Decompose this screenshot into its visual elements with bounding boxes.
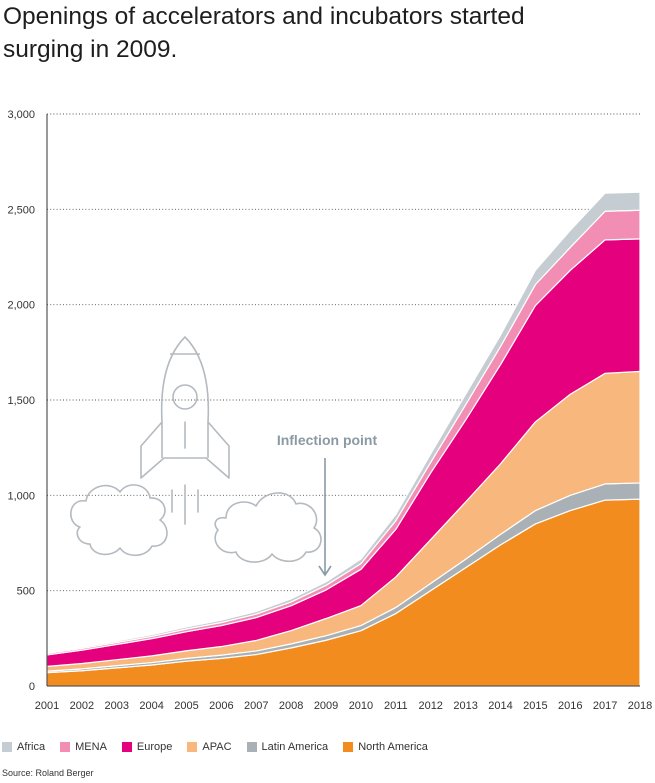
x-tick-label: 2016 [558, 700, 582, 712]
chart-title: Openings of accelerators and incubators … [3, 3, 525, 63]
series-area-africa [46, 191, 641, 654]
y-tick-label: 0 [29, 681, 35, 693]
rocket-illustration: Inflection point [70, 336, 378, 577]
legend-label-north-america: North America [358, 741, 428, 753]
legend-item-north-america: North America [343, 741, 428, 753]
cloud-right-icon [214, 492, 322, 563]
legend-swatch-europe [121, 742, 132, 752]
x-tick-label: 2017 [593, 700, 617, 712]
rocket-window-icon [172, 384, 198, 410]
x-tick-label: 2002 [70, 700, 94, 712]
stacked-areas [46, 191, 641, 687]
legend: Africa MENA Europe APAC Latin America North A… [2, 741, 443, 753]
y-tick-label: 1,000 [7, 490, 35, 502]
x-axis: 2001 2002 2003 2004 2005 2006 2007 2008 2009 2010… [35, 685, 652, 712]
cloud-left-icon [70, 484, 168, 557]
x-tick-label: 2007 [244, 700, 268, 712]
x-tick-label: 2011 [384, 700, 408, 712]
legend-swatch-mena [60, 742, 71, 752]
legend-label-africa: Africa [17, 741, 46, 753]
x-tick-label: 2010 [349, 700, 373, 712]
legend-swatch-africa [2, 742, 12, 752]
legend-item-latin-america: Latin America [246, 741, 329, 753]
x-tick-label: 2003 [105, 700, 129, 712]
x-tick-label: 2004 [139, 700, 163, 712]
x-tick-label: 2008 [279, 700, 303, 712]
legend-swatch-latin-america [246, 742, 257, 752]
y-tick-label: 3,000 [7, 109, 35, 121]
y-tick-label: 2,000 [7, 300, 35, 312]
legend-swatch-apac [187, 742, 198, 752]
legend-label-europe: Europe [136, 741, 173, 753]
y-tick-label: 1,500 [7, 395, 35, 407]
legend-label-mena: MENA [75, 741, 107, 753]
x-tick-label: 2005 [174, 700, 198, 712]
inflection-point-label: Inflection point [277, 432, 378, 448]
y-tick-label: 2,500 [7, 204, 35, 216]
source-note: Source: Roland Berger [2, 768, 94, 778]
legend-item-mena: MENA [60, 741, 107, 753]
x-tick-label: 2018 [628, 700, 652, 712]
x-tick-label: 2013 [453, 700, 477, 712]
area-chart: Inflection point 0 500 1,000 1,500 2,000 2,50… [7, 109, 652, 712]
legend-item-apac: APAC [187, 741, 232, 753]
x-tick-label: 2006 [209, 700, 233, 712]
y-tick-label: 500 [17, 586, 35, 598]
x-tick-label: 2014 [488, 700, 512, 712]
legend-label-latin-america: Latin America [261, 741, 329, 753]
legend-swatch-north-america [343, 742, 354, 752]
x-tick-label: 2001 [35, 700, 59, 712]
x-tick-label: 2009 [314, 700, 338, 712]
rocket-exhaust-icon [171, 421, 199, 525]
legend-label-apac: APAC [202, 741, 232, 753]
x-tick-label: 2012 [418, 700, 442, 712]
inflection-arrow-icon [318, 458, 332, 577]
legend-item-africa: Africa [2, 741, 45, 753]
x-tick-label: 2015 [523, 700, 547, 712]
rocket-icon [140, 336, 230, 479]
y-axis: 0 500 1,000 1,500 2,000 2,500 3,000 [7, 109, 48, 693]
legend-item-europe: Europe [121, 741, 173, 753]
